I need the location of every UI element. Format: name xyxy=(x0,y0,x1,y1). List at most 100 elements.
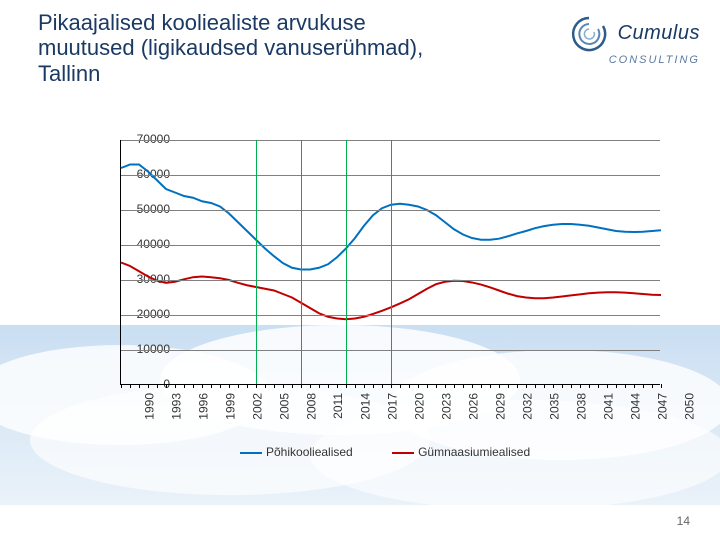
x-tick-label: 1999 xyxy=(224,393,238,420)
marker-vline xyxy=(391,140,392,384)
x-tick-mark xyxy=(517,384,518,388)
x-tick-mark xyxy=(598,384,599,388)
x-tick-label: 2011 xyxy=(331,393,345,419)
x-tick-mark xyxy=(328,384,329,388)
x-tick-mark xyxy=(166,384,167,388)
x-tick-mark xyxy=(256,384,257,388)
marker-vline xyxy=(346,140,347,384)
x-tick-mark xyxy=(337,384,338,388)
x-tick-mark xyxy=(193,384,194,388)
x-tick-mark xyxy=(184,384,185,388)
x-tick-mark xyxy=(580,384,581,388)
x-tick-mark xyxy=(157,384,158,388)
x-tick-mark xyxy=(301,384,302,388)
x-tick-label: 2020 xyxy=(413,393,427,420)
x-tick-mark xyxy=(310,384,311,388)
x-tick-label: 2035 xyxy=(548,393,562,420)
title-block: Pikaajalised kooliealiste arvukuse muutu… xyxy=(38,10,438,86)
brand-logo: Cumulus CONSULTING xyxy=(565,12,700,66)
x-tick-mark xyxy=(652,384,653,388)
x-tick-mark xyxy=(283,384,284,388)
logo-swirl-icon xyxy=(565,12,613,54)
x-tick-label: 2050 xyxy=(683,393,697,420)
x-tick-label: 2041 xyxy=(602,393,616,420)
x-tick-mark xyxy=(544,384,545,388)
x-tick-mark xyxy=(490,384,491,388)
x-tick-mark xyxy=(373,384,374,388)
x-tick-mark xyxy=(175,384,176,388)
x-tick-mark xyxy=(616,384,617,388)
x-tick-label: 2014 xyxy=(359,393,373,420)
x-tick-mark xyxy=(247,384,248,388)
x-tick-mark xyxy=(445,384,446,388)
slide: Pikaajalised kooliealiste arvukuse muutu… xyxy=(0,0,720,540)
x-tick-mark xyxy=(562,384,563,388)
x-tick-label: 2032 xyxy=(521,393,535,420)
x-tick-mark xyxy=(346,384,347,388)
x-tick-label: 2038 xyxy=(575,393,589,420)
x-tick-mark xyxy=(364,384,365,388)
x-tick-mark xyxy=(139,384,140,388)
x-tick-mark xyxy=(274,384,275,388)
page-number: 14 xyxy=(677,514,690,528)
x-tick-mark xyxy=(229,384,230,388)
x-tick-mark xyxy=(382,384,383,388)
marker-vline xyxy=(256,140,257,384)
page-title: Pikaajalised kooliealiste arvukuse muutu… xyxy=(38,10,438,86)
x-tick-mark xyxy=(265,384,266,388)
x-tick-label: 2002 xyxy=(251,393,265,420)
x-tick-mark xyxy=(508,384,509,388)
x-tick-label: 2044 xyxy=(629,393,643,420)
x-tick-mark xyxy=(202,384,203,388)
logo-brand-text: Cumulus xyxy=(618,22,700,44)
x-tick-mark xyxy=(418,384,419,388)
x-tick-mark xyxy=(571,384,572,388)
legend: Põhikooliealised Gümnaasiumiealised xyxy=(240,445,566,459)
x-tick-mark xyxy=(454,384,455,388)
x-tick-mark xyxy=(481,384,482,388)
legend-item-2: Gümnaasiumiealised xyxy=(392,445,548,459)
plot-area xyxy=(120,140,660,385)
x-tick-mark xyxy=(643,384,644,388)
x-tick-mark xyxy=(553,384,554,388)
x-tick-mark xyxy=(526,384,527,388)
x-tick-label: 2008 xyxy=(305,393,319,420)
x-tick-mark xyxy=(625,384,626,388)
x-tick-mark xyxy=(355,384,356,388)
x-tick-mark xyxy=(130,384,131,388)
x-tick-mark xyxy=(220,384,221,388)
x-tick-label: 2017 xyxy=(386,393,400,420)
x-tick-mark xyxy=(463,384,464,388)
x-tick-label: 2029 xyxy=(494,393,508,420)
x-tick-mark xyxy=(292,384,293,388)
x-tick-mark xyxy=(589,384,590,388)
x-tick-mark xyxy=(661,384,662,388)
x-tick-mark xyxy=(535,384,536,388)
x-tick-mark xyxy=(472,384,473,388)
marker-vline xyxy=(301,140,302,384)
x-tick-label: 2047 xyxy=(656,393,670,420)
legend-swatch-2 xyxy=(392,452,414,454)
x-tick-mark xyxy=(319,384,320,388)
x-tick-mark xyxy=(238,384,239,388)
x-tick-label: 1996 xyxy=(197,393,211,420)
legend-swatch-1 xyxy=(240,452,262,454)
chart: 010000200003000040000500006000070000 199… xyxy=(65,140,660,450)
x-tick-mark xyxy=(409,384,410,388)
x-tick-mark xyxy=(634,384,635,388)
x-tick-label: 1993 xyxy=(170,393,184,420)
x-tick-mark xyxy=(400,384,401,388)
x-tick-mark xyxy=(211,384,212,388)
x-tick-mark xyxy=(148,384,149,388)
x-tick-label: 2005 xyxy=(278,393,292,420)
legend-item-1: Põhikooliealised xyxy=(240,445,374,459)
x-tick-mark xyxy=(391,384,392,388)
logo-sub-text: CONSULTING xyxy=(565,54,700,66)
x-tick-mark xyxy=(436,384,437,388)
x-tick-label: 1990 xyxy=(143,393,157,420)
x-tick-mark xyxy=(499,384,500,388)
x-tick-mark xyxy=(121,384,122,388)
x-tick-label: 2023 xyxy=(440,393,454,420)
legend-label-1: Põhikooliealised xyxy=(266,445,353,459)
legend-label-2: Gümnaasiumiealised xyxy=(418,445,530,459)
